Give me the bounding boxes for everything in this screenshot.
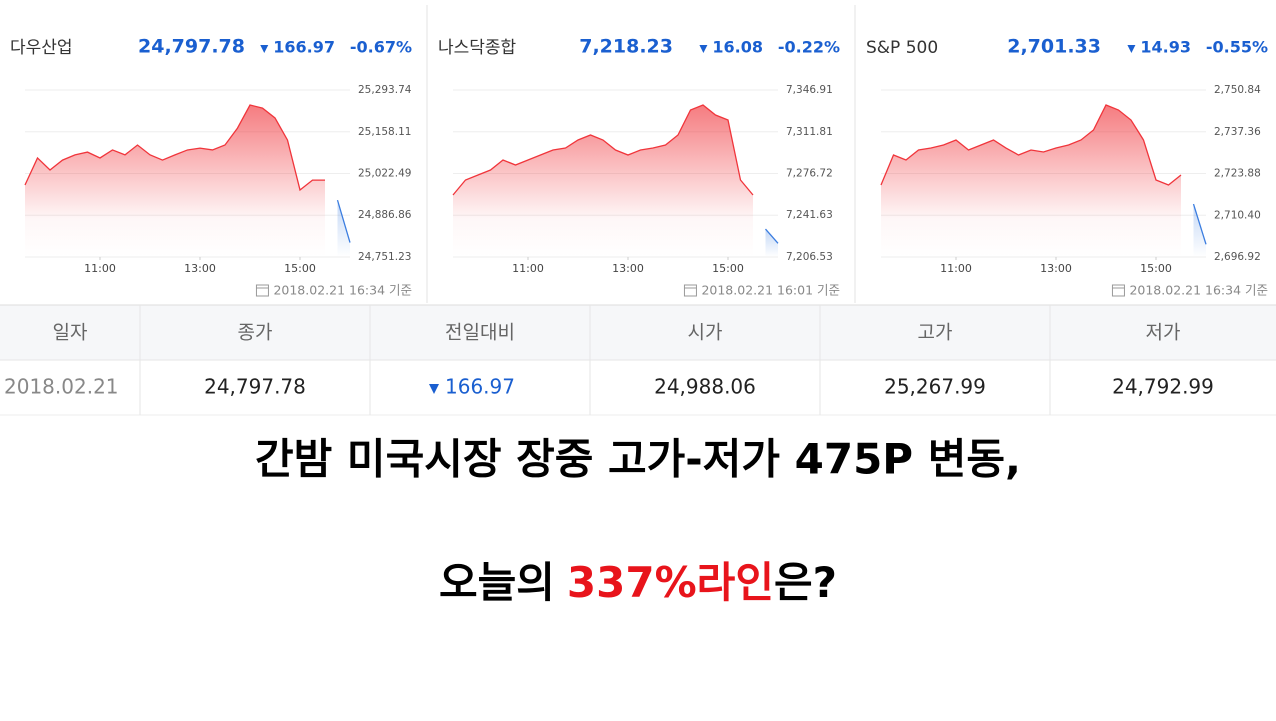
y-tick-label: 24,886.86 (358, 209, 412, 221)
table-cell: 24,792.99 (1112, 375, 1214, 399)
y-tick-label: 7,276.72 (786, 168, 833, 180)
index-price: 7,218.23 (579, 36, 673, 58)
headline: 간밤 미국시장 장중 고가-저가 475P 변동, (255, 435, 1021, 484)
table-cell: 2018.02.21 (4, 375, 119, 399)
x-tick-label: 13:00 (612, 262, 644, 275)
y-tick-label: 2,723.88 (1214, 168, 1261, 180)
y-tick-label: 2,750.84 (1214, 84, 1261, 96)
down-arrow (699, 45, 708, 53)
x-tick-label: 15:00 (284, 262, 316, 275)
y-tick-label: 2,710.40 (1214, 209, 1261, 221)
area (1193, 204, 1206, 257)
calendar-icon (1111, 284, 1125, 297)
calendar-icon (683, 284, 697, 297)
line (336, 199, 351, 243)
table-header-bg (0, 305, 1276, 360)
index-name: 다우산업 (10, 38, 73, 58)
index-change: 16.08 (712, 38, 763, 57)
index-name: S&P 500 (866, 38, 938, 58)
table-cell: 25,267.99 (884, 375, 986, 399)
index-price: 2,701.33 (1007, 36, 1101, 58)
index-change-pct: -0.55% (1206, 38, 1268, 57)
y-tick-label: 25,022.49 (358, 167, 411, 179)
line (880, 104, 1182, 186)
table-header: 저가 (1146, 322, 1181, 344)
y-tick-label: 7,311.81 (786, 126, 833, 138)
index-change-pct: -0.22% (778, 38, 840, 57)
table-header: 전일대비 (445, 322, 515, 344)
headline-highlight: 337%라인 (567, 558, 774, 607)
index-name: 나스닥종합 (438, 38, 517, 58)
x-tick-label: 11:00 (940, 262, 972, 275)
y-tick-label: 7,346.91 (786, 84, 833, 96)
x-tick-label: 13:00 (184, 262, 216, 275)
table-header: 종가 (238, 322, 273, 344)
down-arrow (429, 384, 440, 394)
line (765, 228, 779, 244)
table-header: 고가 (918, 322, 953, 344)
y-tick-label: 7,206.53 (786, 251, 833, 263)
y-tick-label: 2,737.36 (1214, 126, 1261, 138)
x-tick-label: 15:00 (712, 262, 744, 275)
index-change-pct: -0.67% (350, 38, 412, 57)
headline: 오늘의 337%라인은? (439, 558, 837, 607)
table-header: 시가 (688, 322, 723, 344)
area (337, 200, 350, 257)
line (1192, 203, 1207, 245)
y-tick-label: 2,696.92 (1214, 251, 1261, 263)
calendar-icon (255, 284, 269, 297)
y-tick-label: 25,293.74 (358, 84, 412, 96)
area (453, 105, 753, 257)
headline-part: 은? (774, 558, 837, 607)
index-change: 166.97 (273, 38, 335, 57)
headline-part: 오늘의 (439, 558, 555, 607)
y-tick-label: 24,751.23 (358, 251, 411, 263)
area (25, 105, 325, 257)
down-arrow (1127, 45, 1136, 53)
x-tick-label: 11:00 (512, 262, 544, 275)
area (765, 229, 778, 257)
table-cell: 24,797.78 (204, 375, 306, 399)
timestamp: 2018.02.21 16:01 기준 (701, 283, 840, 298)
x-tick-label: 11:00 (84, 262, 116, 275)
index-price: 24,797.78 (138, 36, 245, 58)
table-cell: 166.97 (445, 375, 515, 399)
y-tick-label: 25,158.11 (358, 126, 411, 138)
table-cell: 24,988.06 (654, 375, 756, 399)
timestamp: 2018.02.21 16:34 기준 (1129, 283, 1268, 298)
line (452, 104, 754, 196)
area (881, 104, 1181, 257)
x-tick-label: 13:00 (1040, 262, 1072, 275)
index-change: 14.93 (1140, 38, 1191, 57)
x-tick-label: 15:00 (1140, 262, 1172, 275)
table-header: 일자 (53, 322, 88, 344)
line (24, 104, 325, 192)
down-arrow (260, 45, 269, 53)
y-tick-label: 7,241.63 (786, 209, 833, 221)
timestamp: 2018.02.21 16:34 기준 (273, 283, 412, 298)
